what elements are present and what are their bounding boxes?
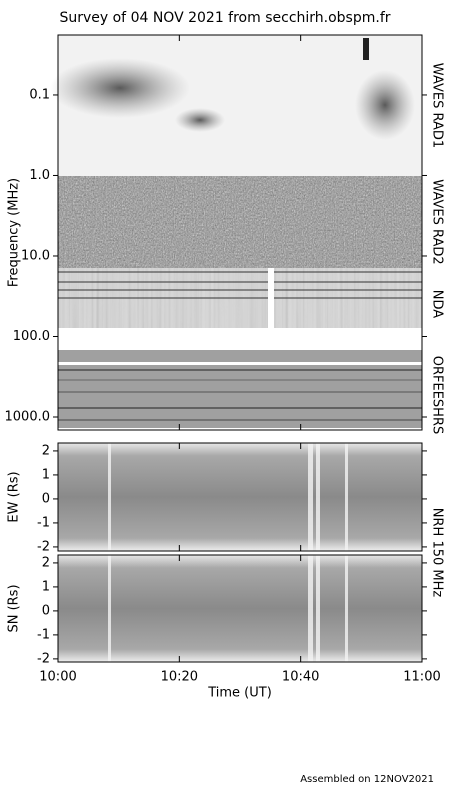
instrument-label: NRH 150 MHz: [430, 508, 445, 598]
y-tick-label: -2: [37, 651, 50, 666]
footer: Assembled on 12NOV2021: [300, 774, 434, 785]
x-tick-label: 11:00: [403, 670, 440, 685]
y-tick-label: -1: [37, 515, 50, 530]
y-tick-label: -2: [37, 539, 50, 554]
y-tick-label: 2: [42, 555, 50, 570]
figure-title: Survey of 04 NOV 2021 from secchirh.obsp…: [59, 10, 390, 26]
y-tick-label: 10.0: [21, 248, 50, 263]
instrument-label: WAVES RAD2: [430, 179, 445, 264]
panel-frame: [57, 34, 423, 431]
x-axis-label: Time (UT): [207, 686, 272, 701]
y-tick-label: 0.1: [29, 87, 50, 102]
instrument-label: WAVES RAD1: [430, 63, 445, 148]
y-axis-label: EW (Rs): [7, 471, 22, 522]
instrument-label: NDA: [430, 290, 445, 319]
y-tick-label: 1: [42, 579, 50, 594]
x-tick-label: 10:20: [161, 670, 198, 685]
y-tick-label: 2: [42, 443, 50, 458]
y-tick-label: 1: [42, 467, 50, 482]
x-tick-label: 10:00: [39, 670, 76, 685]
x-tick-label: 10:40: [282, 670, 319, 685]
y-axis-label: Frequency (MHz): [7, 178, 22, 287]
nrh-texture: [58, 443, 422, 662]
y-tick-label: 0: [42, 491, 50, 506]
y-tick-label: 1.0: [29, 168, 50, 183]
y-axis-label: SN (Rs): [7, 584, 22, 632]
panel-frame: [57, 442, 423, 552]
y-tick-label: -1: [37, 627, 50, 642]
panel-frame: [57, 554, 423, 663]
instrument-label: ORFEESHRS: [430, 356, 445, 434]
spectrogram-texture: [50, 35, 422, 428]
y-tick-label: 0: [42, 603, 50, 618]
y-tick-label: 100.0: [13, 329, 50, 344]
y-tick-label: 1000.0: [5, 410, 51, 425]
